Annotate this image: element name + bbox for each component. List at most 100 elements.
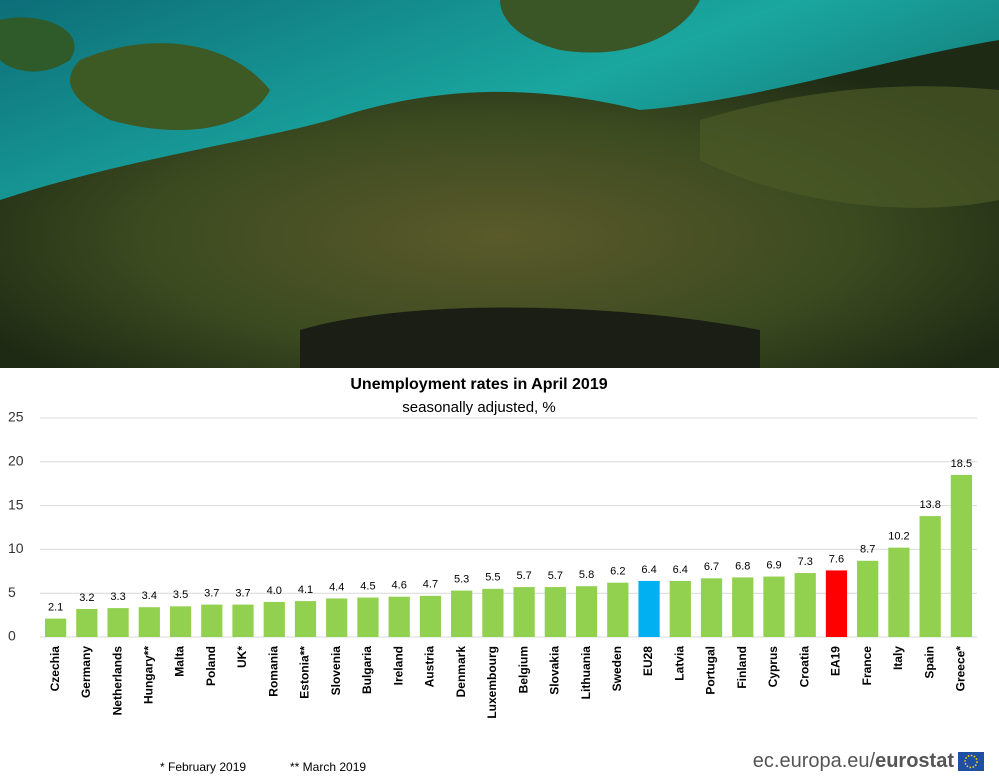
- bar: [326, 598, 348, 637]
- bar: [201, 604, 223, 637]
- x-tick-label: Lithuania: [579, 646, 593, 700]
- x-tick-label: Slovakia: [548, 646, 562, 695]
- x-tick-label: EU28: [641, 646, 655, 676]
- x-tick-label: Austria: [423, 646, 437, 688]
- x-tick-label: Slovenia: [329, 646, 343, 696]
- x-tick-label: Romania: [266, 646, 280, 697]
- x-tick-label: Italy: [891, 646, 905, 670]
- y-tick-label: 20: [8, 453, 24, 469]
- value-label: 6.8: [735, 560, 750, 572]
- value-label: 4.7: [423, 579, 438, 591]
- y-tick-label: 10: [8, 540, 24, 556]
- value-label: 6.9: [766, 559, 781, 571]
- bar: [107, 608, 129, 637]
- bar: [732, 577, 754, 637]
- bar: [575, 586, 598, 637]
- bar: [419, 595, 442, 637]
- source-brand: eurostat: [875, 750, 954, 772]
- bar: [169, 606, 192, 637]
- x-tick-label: Denmark: [454, 646, 468, 698]
- x-tick-label: Cyprus: [766, 646, 780, 688]
- bar: [950, 474, 973, 637]
- y-tick-label: 25: [8, 409, 24, 425]
- x-tick-label: EA19: [829, 646, 843, 676]
- x-tick-label: Croatia: [797, 646, 811, 688]
- value-label: 5.7: [516, 570, 531, 582]
- bar: [919, 516, 941, 637]
- footnote: * February 2019: [160, 760, 246, 774]
- photo: [0, 0, 999, 368]
- bar: [76, 608, 98, 637]
- bar: [513, 587, 535, 637]
- x-tick-label: Latvia: [672, 646, 686, 681]
- bar: [857, 560, 879, 637]
- x-tick-label: Finland: [735, 646, 749, 689]
- value-label: 3.4: [142, 590, 157, 602]
- x-tick-label: Ireland: [391, 646, 405, 685]
- x-tick-label: France: [860, 646, 874, 686]
- chart-subtitle: seasonally adjusted, %: [402, 399, 555, 416]
- x-tick-label: Spain: [922, 646, 936, 679]
- value-label: 4.6: [392, 580, 407, 592]
- bar: [482, 588, 504, 637]
- bar: [669, 580, 691, 637]
- y-tick-label: 0: [8, 628, 16, 644]
- value-label: 5.8: [579, 569, 594, 581]
- x-tick-label: Hungary**: [141, 646, 155, 704]
- bar: [388, 596, 410, 637]
- source: ec.europa.eu/eurostat: [753, 750, 955, 772]
- bar: [357, 597, 379, 637]
- value-label: 13.8: [919, 499, 940, 511]
- value-label: 4.5: [360, 580, 375, 592]
- bar: [888, 547, 910, 637]
- bar: [451, 590, 473, 637]
- x-tick-label: Poland: [204, 646, 218, 686]
- value-label: 3.2: [79, 592, 94, 604]
- x-tick-label: Portugal: [704, 646, 718, 695]
- value-label: 6.4: [673, 564, 688, 576]
- x-tick-label: Estonia**: [298, 646, 312, 699]
- bar: [794, 573, 816, 637]
- bar: [700, 578, 723, 637]
- bar: [294, 601, 317, 637]
- bar: [825, 570, 848, 637]
- y-tick-label: 5: [8, 584, 16, 600]
- value-label: 4.4: [329, 581, 344, 593]
- x-tick-label: Belgium: [516, 646, 530, 693]
- bar: [544, 587, 566, 637]
- value-label: 10.2: [888, 531, 909, 543]
- value-label: 18.5: [951, 458, 972, 470]
- x-tick-label: Greece*: [954, 646, 968, 692]
- bar: [263, 601, 285, 637]
- value-label: 3.7: [204, 587, 219, 599]
- bar: [763, 576, 785, 637]
- x-tick-label: Netherlands: [110, 646, 124, 716]
- x-tick-label: Sweden: [610, 646, 624, 691]
- bar: [138, 607, 160, 637]
- bar: [44, 618, 67, 637]
- bar: [232, 604, 254, 637]
- value-label: 6.2: [610, 566, 625, 578]
- x-tick-label: Czechia: [48, 646, 62, 692]
- x-tick-label: Germany: [79, 646, 93, 698]
- value-label: 3.7: [235, 587, 250, 599]
- value-label: 5.3: [454, 573, 469, 585]
- bar: [607, 582, 629, 637]
- y-tick-label: 15: [8, 496, 24, 512]
- source-url: ec.europa.eu/: [753, 750, 876, 772]
- chart-title: Unemployment rates in April 2019: [350, 376, 607, 393]
- value-label: 5.5: [485, 572, 500, 584]
- value-label: 4.0: [267, 585, 282, 597]
- value-label: 8.7: [860, 544, 875, 556]
- value-label: 3.3: [110, 591, 125, 603]
- bar: [638, 580, 660, 637]
- x-tick-label: Bulgaria: [360, 646, 374, 694]
- x-tick-label: Luxembourg: [485, 646, 499, 719]
- eu-flag: [958, 752, 984, 771]
- value-label: 2.1: [48, 602, 63, 614]
- x-tick-label: UK*: [235, 646, 249, 668]
- value-label: 4.1: [298, 584, 313, 596]
- x-tick-label: Malta: [173, 646, 187, 677]
